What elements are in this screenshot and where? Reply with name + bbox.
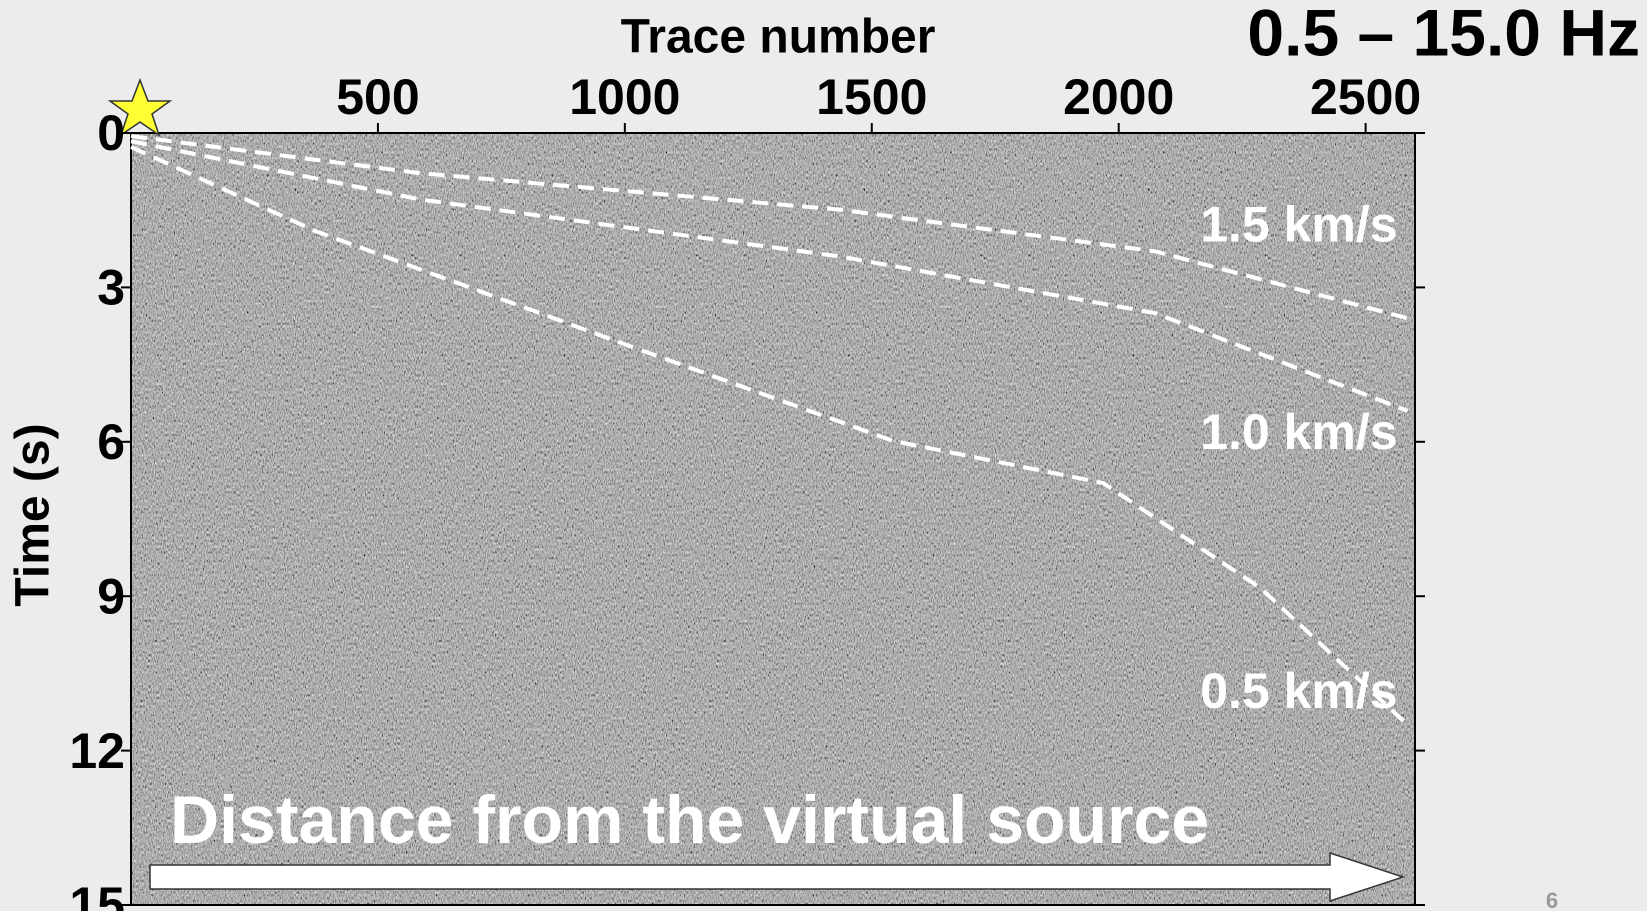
velocity-label: 1.0 km/s	[1200, 404, 1397, 460]
y-tick-label: 12	[69, 723, 125, 779]
velocity-label: 0.5 km/s	[1200, 663, 1397, 719]
y-tick-label: 0	[97, 105, 125, 161]
y-tick-label: 9	[97, 568, 125, 624]
x-axis-title: Trace number	[621, 11, 936, 64]
y-tick-label: 6	[97, 414, 125, 470]
x-tick-label: 500	[336, 69, 419, 125]
frequency-band: 0.5 – 15.0 Hz	[1247, 0, 1640, 69]
y-tick-label: 15	[69, 877, 125, 911]
x-tick-label: 1500	[816, 69, 927, 125]
page-number: 6	[1546, 888, 1558, 911]
velocity-line	[130, 134, 1409, 321]
x-tick-label: 1000	[569, 69, 680, 125]
plot-frame	[130, 132, 1416, 906]
distance-annotation: Distance from the virtual source	[170, 782, 1209, 858]
y-tick-label: 3	[97, 260, 125, 316]
velocity-label: 1.5 km/s	[1200, 196, 1397, 252]
y-axis-title: Time (s)	[7, 423, 60, 606]
source-star	[107, 77, 173, 137]
x-tick-label: 2000	[1063, 69, 1174, 125]
x-tick-label: 2500	[1310, 69, 1421, 125]
distance-arrow	[149, 851, 1406, 903]
velocity-line	[130, 145, 1409, 727]
velocity-line	[130, 139, 1409, 413]
